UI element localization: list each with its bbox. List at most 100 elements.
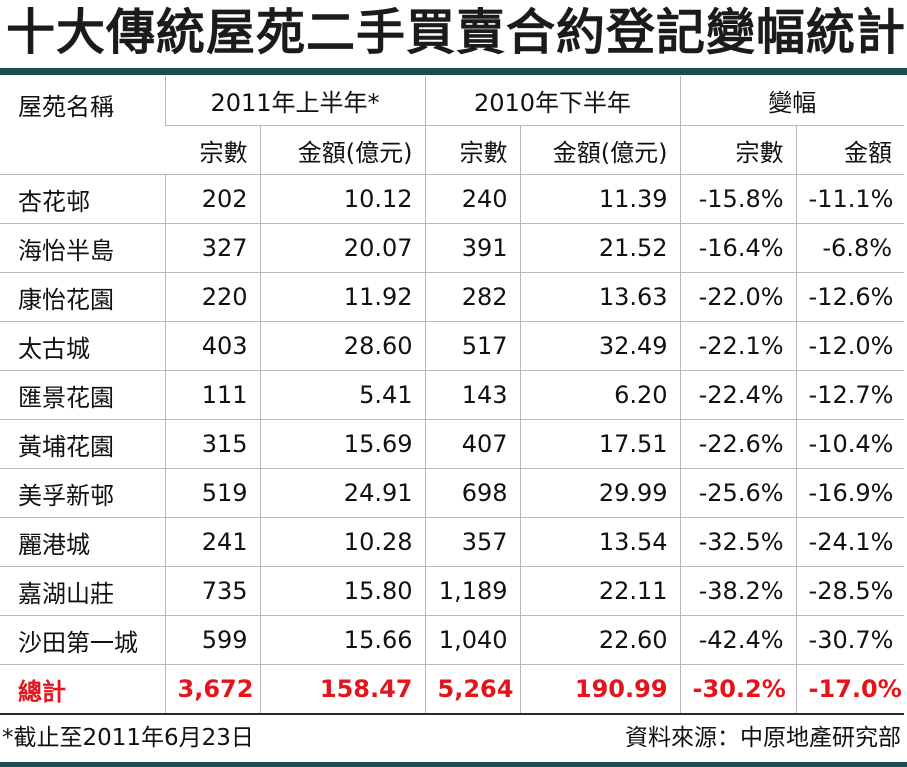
header-count-change: 宗數 (679, 125, 797, 175)
amount-change: -12.6% (795, 272, 905, 322)
estate-name: 海怡半島 (0, 223, 165, 273)
estate-name: 康怡花園 (0, 272, 165, 322)
estate-name: 沙田第一城 (0, 615, 165, 665)
source-credit: 資料來源：中原地產研究部 (625, 725, 901, 751)
count-2011: 111 (164, 370, 260, 420)
header-2010: 2010年下半年 (424, 76, 681, 126)
amount-2011: 158.47 (259, 664, 426, 715)
amount-change: -12.7% (795, 370, 905, 420)
count-2011: 519 (164, 468, 260, 518)
top-divider (0, 68, 907, 75)
count-change: -38.2% (679, 566, 797, 616)
header-2011: 2011年上半年* (164, 76, 426, 126)
amount-2011: 15.66 (259, 615, 426, 665)
table-row: 美孚新邨 519 24.91 698 29.99 -25.6% -16.9% (0, 468, 905, 518)
count-2010: 698 (424, 468, 521, 518)
count-2011: 315 (164, 419, 260, 469)
amount-2011: 10.28 (259, 517, 426, 567)
table-row: 麗港城 241 10.28 357 13.54 -32.5% -24.1% (0, 517, 905, 567)
count-change: -25.6% (679, 468, 797, 518)
amount-change: -11.1% (795, 174, 905, 224)
footnote: *截止至2011年6月23日 (2, 725, 254, 751)
table-row: 黃埔花園 315 15.69 407 17.51 -22.6% -10.4% (0, 419, 905, 469)
count-2011: 220 (164, 272, 260, 322)
estate-name: 匯景花園 (0, 370, 165, 420)
amount-2010: 32.49 (519, 321, 681, 371)
count-change: -42.4% (679, 615, 797, 665)
table-title: 十大傳統屋苑二手買賣合約登記變幅統計 (6, 4, 907, 61)
header-amount-change: 金額 (795, 125, 905, 175)
data-table: 屋苑名稱 2011年上半年* 2010年下半年 變幅 宗數 金額(億元) 宗數 … (0, 76, 905, 715)
count-2010: 5,264 (424, 664, 521, 715)
count-2010: 282 (424, 272, 521, 322)
amount-2011: 11.92 (259, 272, 426, 322)
header-change: 變幅 (679, 76, 905, 126)
table-row: 杏花邨 202 10.12 240 11.39 -15.8% -11.1% (0, 174, 905, 224)
amount-2010: 11.39 (519, 174, 681, 224)
amount-2010: 13.54 (519, 517, 681, 567)
table-row: 匯景花園 111 5.41 143 6.20 -22.4% -12.7% (0, 370, 905, 420)
header-amount-2011: 金額(億元) (259, 125, 426, 175)
amount-change: -30.7% (795, 615, 905, 665)
count-2011: 403 (164, 321, 260, 371)
amount-change: -16.9% (795, 468, 905, 518)
amount-change: -28.5% (795, 566, 905, 616)
header-estate: 屋苑名稱 (0, 76, 165, 175)
amount-2011: 15.69 (259, 419, 426, 469)
count-2010: 240 (424, 174, 521, 224)
header-row-2: 宗數 金額(億元) 宗數 金額(億元) 宗數 金額 (0, 125, 905, 175)
amount-2010: 22.11 (519, 566, 681, 616)
amount-2010: 13.63 (519, 272, 681, 322)
estate-name: 太古城 (0, 321, 165, 371)
table-row: 海怡半島 327 20.07 391 21.52 -16.4% -6.8% (0, 223, 905, 273)
amount-2010: 22.60 (519, 615, 681, 665)
amount-change: -24.1% (795, 517, 905, 567)
header-row-1: 屋苑名稱 2011年上半年* 2010年下半年 變幅 (0, 76, 905, 175)
count-2010: 391 (424, 223, 521, 273)
header-count-2011: 宗數 (165, 125, 260, 175)
count-change: -22.1% (679, 321, 797, 371)
count-2011: 202 (164, 174, 260, 224)
count-2011: 735 (164, 566, 260, 616)
amount-2011: 5.41 (259, 370, 426, 420)
amount-2010: 17.51 (519, 419, 681, 469)
count-change: -30.2% (679, 664, 797, 715)
count-2011: 241 (164, 517, 260, 567)
count-2011: 3,672 (164, 664, 260, 715)
amount-change: -10.4% (795, 419, 905, 469)
estate-name: 黃埔花園 (0, 419, 165, 469)
count-2010: 143 (424, 370, 521, 420)
table-row: 太古城 403 28.60 517 32.49 -22.1% -12.0% (0, 321, 905, 371)
count-change: -22.0% (679, 272, 797, 322)
count-2010: 407 (424, 419, 521, 469)
count-change: -22.4% (679, 370, 797, 420)
count-2010: 1,189 (424, 566, 521, 616)
header-count-2010: 宗數 (424, 125, 521, 175)
estate-name: 杏花邨 (0, 174, 165, 224)
estate-name: 美孚新邨 (0, 468, 165, 518)
estate-name: 麗港城 (0, 517, 165, 567)
bottom-divider (0, 762, 907, 767)
amount-2011: 15.80 (259, 566, 426, 616)
count-2011: 599 (164, 615, 260, 665)
count-change: -15.8% (679, 174, 797, 224)
table-row: 康怡花園 220 11.92 282 13.63 -22.0% -12.6% (0, 272, 905, 322)
amount-change: -6.8% (795, 223, 905, 273)
amount-2011: 24.91 (259, 468, 426, 518)
amount-change: -12.0% (795, 321, 905, 371)
amount-2010: 190.99 (519, 664, 681, 715)
amount-change: -17.0% (795, 664, 905, 715)
table-row: 沙田第一城 599 15.66 1,040 22.60 -42.4% -30.7% (0, 615, 905, 665)
amount-2010: 29.99 (519, 468, 681, 518)
estate-name: 總計 (0, 664, 165, 715)
estate-name: 嘉湖山莊 (0, 566, 165, 616)
amount-2011: 20.07 (259, 223, 426, 273)
count-2010: 517 (424, 321, 521, 371)
amount-2011: 10.12 (259, 174, 426, 224)
amount-2010: 21.52 (519, 223, 681, 273)
count-2011: 327 (164, 223, 260, 273)
amount-2010: 6.20 (519, 370, 681, 420)
amount-2011: 28.60 (259, 321, 426, 371)
count-change: -32.5% (679, 517, 797, 567)
header-amount-2010: 金額(億元) (519, 125, 681, 175)
